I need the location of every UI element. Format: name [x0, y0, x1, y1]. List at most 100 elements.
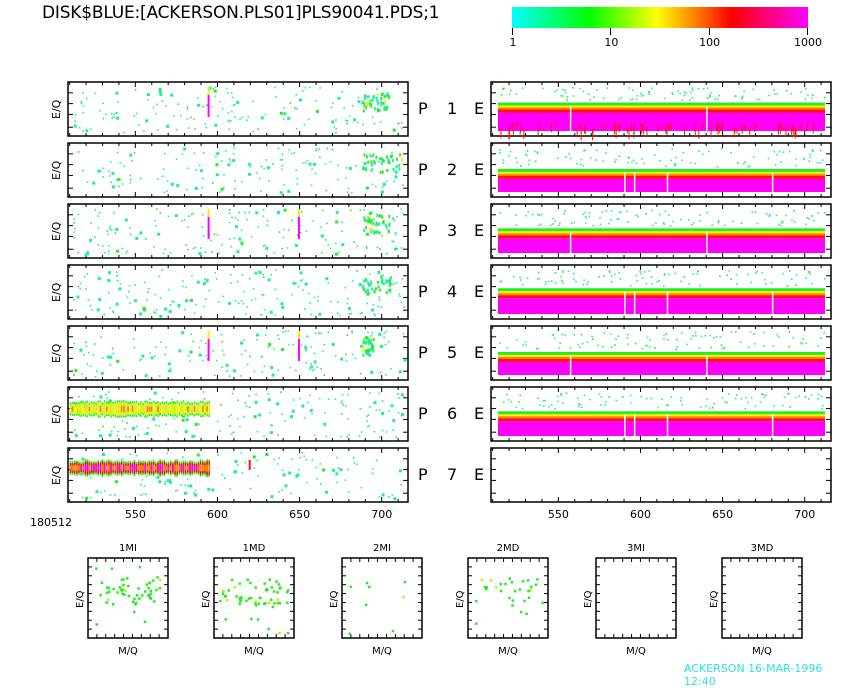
count-pixel: [216, 420, 219, 423]
mq-point: [265, 588, 269, 591]
row-label-number: 6: [447, 404, 458, 423]
count-pixel: [302, 89, 304, 92]
count-pixel: [158, 425, 161, 427]
count-pixel: [87, 299, 90, 301]
count-pixel: [378, 222, 381, 226]
count-pixel: [614, 344, 616, 347]
count-pixel: [634, 342, 637, 345]
count-pixel: [781, 220, 784, 223]
count-pixel: [741, 98, 744, 100]
count-pixel: [377, 161, 380, 163]
count-pixel: [85, 97, 88, 100]
row-label-type: E: [474, 99, 485, 118]
count-pixel: [344, 177, 347, 179]
count-pixel: [622, 396, 624, 398]
mq-x-label: M/Q: [498, 646, 518, 657]
spike-line: [297, 209, 300, 239]
count-pixel: [765, 212, 768, 215]
count-pixel: [584, 215, 587, 218]
count-pixel: [269, 412, 272, 414]
count-pixel: [335, 220, 339, 224]
mq-point: [118, 586, 121, 589]
mq-point: [504, 582, 507, 586]
count-pixel: [596, 89, 598, 91]
count-pixel: [287, 330, 289, 332]
count-pixel: [345, 167, 348, 169]
count-pixel: [627, 333, 629, 336]
count-pixel: [81, 457, 85, 461]
mq-point: [127, 594, 131, 598]
count-pixel: [398, 469, 402, 473]
count-pixel: [640, 272, 642, 275]
count-pixel: [75, 405, 77, 408]
count-pixel: [356, 245, 359, 247]
mq-point: [518, 588, 522, 591]
count-pixel: [389, 155, 392, 159]
count-pixel: [683, 91, 686, 93]
count-pixel: [307, 292, 310, 295]
mq-point: [219, 599, 222, 603]
count-pixel: [234, 180, 236, 182]
count-pixel: [249, 165, 252, 168]
count-pixel: [87, 351, 90, 354]
count-pixel: [212, 350, 214, 352]
count-pixel: [116, 116, 120, 120]
count-pixel: [185, 299, 189, 303]
count-pixel: [675, 338, 678, 341]
count-pixel: [542, 400, 545, 402]
count-pixel: [263, 167, 265, 170]
count-pixel: [553, 337, 556, 339]
count-pixel: [367, 331, 369, 334]
count-pixel: [182, 456, 184, 459]
count-pixel: [556, 89, 558, 91]
count-pixel: [524, 153, 527, 156]
mq-point: [140, 594, 144, 597]
count-pixel: [340, 357, 344, 361]
count-pixel: [518, 401, 520, 403]
count-pixel: [392, 419, 396, 423]
count-pixel: [241, 472, 244, 474]
count-pixel: [244, 211, 247, 214]
band-column: [103, 400, 106, 418]
count-pixel: [714, 98, 716, 101]
band-column: [135, 461, 138, 475]
count-pixel: [780, 161, 782, 163]
count-pixel: [666, 124, 668, 136]
count-pixel: [365, 168, 368, 172]
count-pixel: [253, 415, 257, 419]
count-pixel: [234, 187, 237, 190]
count-pixel: [734, 128, 736, 133]
count-pixel: [388, 288, 392, 292]
count-pixel: [118, 287, 122, 291]
mq-x-label: M/Q: [372, 646, 392, 657]
count-pixel: [378, 108, 381, 112]
mq-panel-frame: [467, 557, 549, 639]
count-pixel: [686, 343, 688, 346]
count-pixel: [795, 396, 797, 399]
count-pixel: [564, 89, 566, 91]
count-pixel: [369, 336, 372, 340]
count-pixel: [160, 466, 162, 469]
panel-frame: [67, 447, 409, 503]
count-pixel: [202, 391, 205, 393]
count-pixel: [81, 474, 84, 476]
count-pixel: [166, 452, 169, 455]
count-pixel: [811, 149, 814, 151]
count-pixel: [337, 96, 341, 100]
count-pixel: [164, 152, 166, 155]
count-pixel: [344, 479, 347, 481]
count-pixel: [697, 88, 700, 90]
count-pixel: [248, 406, 251, 409]
count-pixel: [811, 282, 813, 285]
band-column: [140, 460, 142, 476]
count-pixel: [552, 217, 554, 220]
count-pixel: [347, 187, 350, 190]
count-pixel: [215, 359, 218, 362]
count-pixel: [646, 344, 648, 347]
count-pixel: [384, 343, 387, 346]
count-pixel: [183, 147, 187, 151]
count-pixel: [215, 278, 218, 280]
count-pixel: [381, 170, 384, 174]
count-pixel: [327, 244, 330, 246]
count-pixel: [116, 359, 120, 363]
